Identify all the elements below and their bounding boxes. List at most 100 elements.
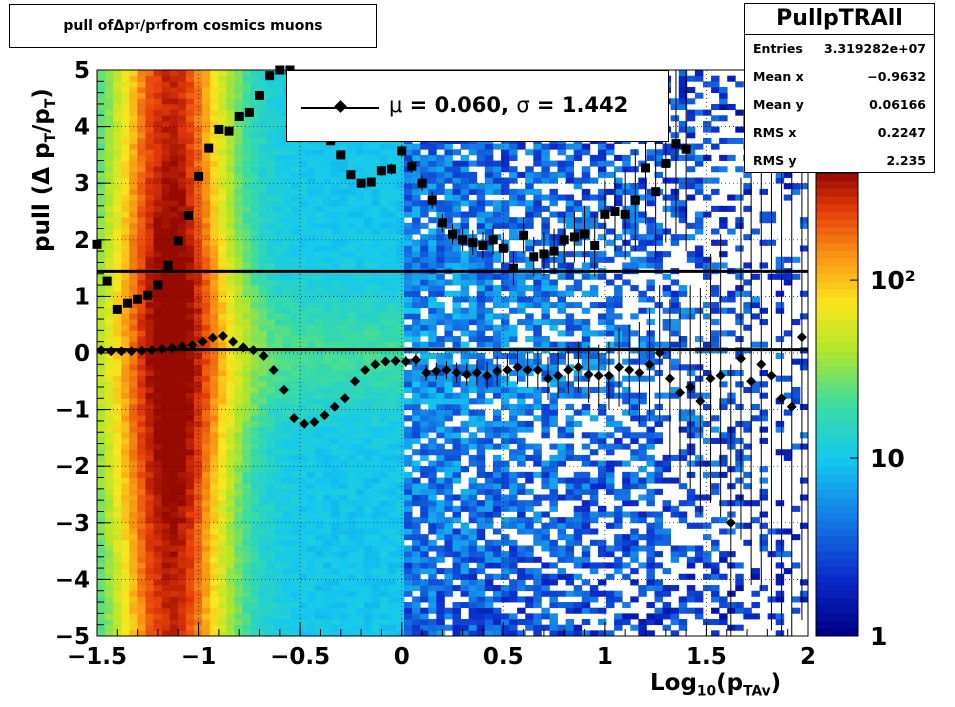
heatmap-cell (363, 330, 373, 337)
heatmap-cell (242, 596, 251, 603)
heatmap-cell (185, 426, 195, 433)
heatmap-cell (169, 420, 179, 427)
heatmap-cell (185, 296, 195, 303)
heatmap-cell (274, 466, 284, 473)
heatmap-cell (258, 194, 268, 201)
heatmap-cell (210, 194, 219, 201)
heatmap-cell (97, 126, 106, 133)
heatmap-cell (379, 624, 389, 631)
heatmap-cell (161, 602, 171, 609)
heatmap-cell (97, 534, 106, 541)
heatmap-cell (242, 353, 251, 360)
heatmap-cell (315, 228, 324, 235)
heatmap-cell (250, 86, 259, 94)
heatmap-cell (395, 194, 405, 201)
heatmap-cell (226, 279, 235, 286)
heatmap-cell (339, 624, 348, 631)
heatmap-cell (371, 239, 381, 246)
heatmap-cell (169, 188, 179, 195)
heatmap-cell (371, 449, 381, 456)
heatmap-cell (339, 505, 348, 512)
heatmap-cell (298, 171, 308, 178)
heatmap-cell (193, 539, 203, 546)
heatmap-cell (137, 256, 146, 263)
heatmap-cell (452, 602, 461, 609)
heatmap-cell (193, 460, 203, 467)
heatmap-cell (509, 579, 518, 586)
heatmap-cell (250, 624, 259, 631)
heatmap-cell (113, 98, 122, 105)
heatmap-cell (129, 154, 138, 161)
heatmap-cell (339, 160, 348, 167)
heatmap-cell (323, 273, 332, 280)
heatmap-cell (234, 262, 243, 269)
heatmap-cell (258, 126, 268, 133)
heatmap-cell (145, 579, 154, 586)
heatmap-cell (250, 166, 259, 173)
heatmap-cell (210, 103, 219, 111)
heatmap-cell (395, 494, 405, 501)
heatmap-cell (185, 217, 195, 224)
heatmap-cell (145, 596, 154, 603)
heatmap-cell (145, 585, 154, 592)
heatmap-cell (258, 624, 268, 631)
heatmap-cell (202, 120, 211, 127)
heatmap-cell (274, 381, 284, 388)
heatmap-cell (129, 364, 138, 371)
heatmap-cell (395, 562, 405, 569)
heatmap-cell (315, 160, 324, 167)
heatmap-cell (331, 624, 340, 631)
heatmap-cell (404, 398, 413, 405)
heatmap-cell (105, 319, 114, 326)
heatmap-cell (492, 160, 502, 167)
heatmap-cell (307, 494, 316, 501)
heatmap-cell (266, 449, 276, 456)
heatmap-cell (379, 324, 389, 331)
heatmap-cell (258, 602, 268, 609)
heatmap-cell (193, 573, 203, 580)
heatmap-cell (137, 517, 146, 524)
heatmap-cell (177, 109, 187, 116)
heatmap-cell (379, 183, 389, 190)
heatmap-cell (250, 324, 259, 331)
heatmap-cell (339, 228, 348, 235)
heatmap-cell (282, 460, 292, 467)
heatmap-cell (113, 415, 122, 422)
heatmap-cell (274, 398, 284, 405)
heatmap-cell (210, 488, 219, 495)
heatmap-cell (444, 500, 453, 507)
heatmap-cell (266, 505, 276, 512)
heatmap-cell (460, 437, 470, 444)
heatmap-cell (428, 545, 437, 552)
heatmap-cell (129, 415, 138, 422)
heatmap-cell (161, 324, 171, 331)
heatmap-cell (282, 579, 292, 586)
heatmap-cell (444, 194, 453, 201)
heatmap-cell (210, 137, 219, 144)
heatmap-cell (347, 403, 356, 410)
heatmap-cell (169, 585, 179, 592)
heatmap-cell (129, 454, 138, 461)
heatmap-cell (517, 222, 526, 229)
heatmap-cell (105, 166, 114, 173)
heatmap-cell (161, 483, 171, 490)
heatmap-cell (218, 596, 227, 603)
heatmap-cell (339, 426, 348, 433)
heatmap-cell (387, 534, 397, 541)
heatmap-cell (145, 262, 154, 269)
heatmap-cell (298, 358, 308, 365)
heatmap-cell (226, 449, 235, 456)
heatmap-cell (468, 432, 478, 439)
heatmap-cell (193, 483, 203, 490)
heatmap-cell (145, 573, 154, 580)
heatmap-cell (436, 234, 445, 241)
heatmap-cell (250, 120, 259, 127)
heatmap-cell (315, 539, 324, 546)
heatmap-cell (218, 607, 227, 614)
heatmap-cell (347, 324, 356, 331)
heatmap-cell (363, 273, 373, 280)
heatmap-cell (355, 392, 365, 399)
heatmap-cell (355, 296, 365, 303)
heatmap-cell (484, 222, 494, 229)
heatmap-cell (363, 279, 373, 286)
